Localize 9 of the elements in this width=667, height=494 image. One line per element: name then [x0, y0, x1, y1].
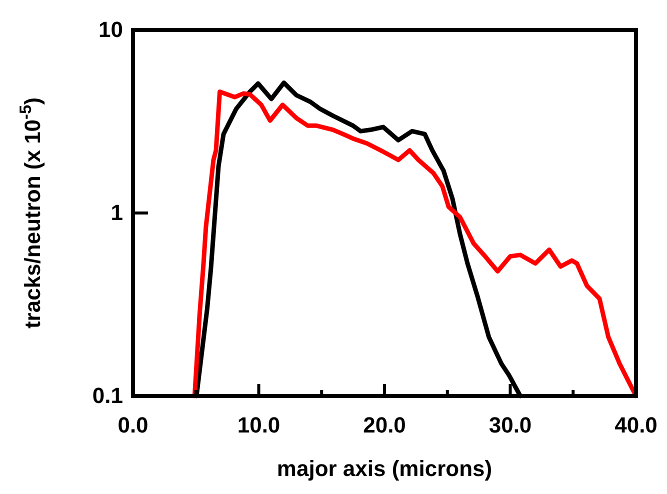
x-tick-label: 40.0	[614, 412, 658, 438]
y-tick-label: 0.1	[92, 383, 123, 408]
x-tick-label: 30.0	[488, 412, 532, 438]
y-tick-label: 10	[98, 17, 123, 42]
x-tick-label: 20.0	[363, 412, 406, 438]
x-axis-title: major axis (microns)	[276, 456, 492, 481]
x-tick-label: 10.0	[237, 412, 280, 438]
y-tick-label: 1	[110, 200, 123, 226]
x-tick-label: 0.0	[118, 412, 148, 438]
